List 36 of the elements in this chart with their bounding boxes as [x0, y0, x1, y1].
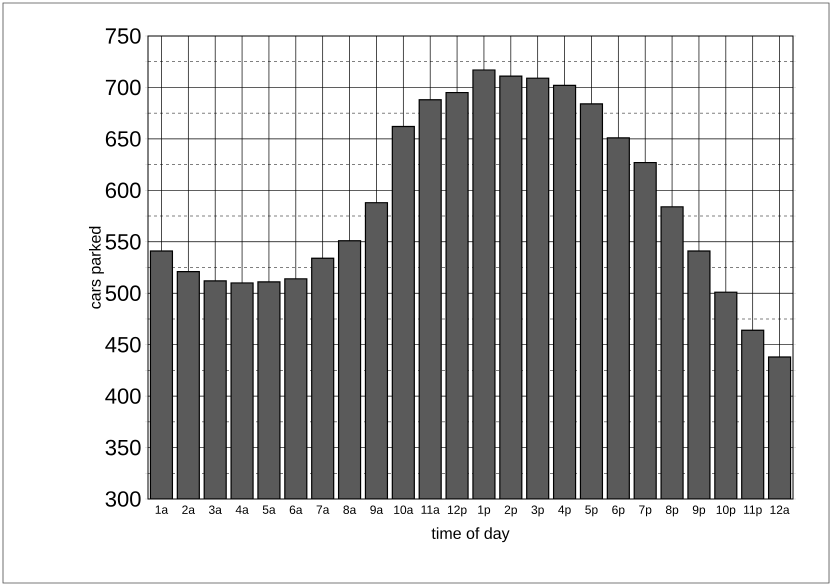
x-tick-label: 5p	[585, 506, 598, 516]
y-tick-label: 750	[106, 28, 141, 44]
x-tick-label: 11p	[744, 506, 762, 516]
y-tick-label: 700	[106, 80, 141, 96]
x-tick-label: 1a	[156, 506, 168, 514]
x-tick-label: 11a	[422, 506, 440, 514]
x-tick-label: 9a	[370, 506, 384, 514]
y-tick-label: 350	[106, 440, 141, 456]
x-axis-title: time of day	[432, 527, 510, 542]
x-tick-label: 3a	[208, 506, 222, 514]
y-axis-title: cars parked	[88, 226, 104, 309]
x-tick-label: 12p	[448, 506, 467, 516]
x-tick-label: 2a	[182, 506, 195, 514]
x-tick-label: 1p	[478, 506, 490, 516]
x-tick-label: 9p	[692, 506, 706, 516]
x-tick-label: 6p	[612, 506, 624, 516]
x-tick-label: 10p	[716, 506, 736, 516]
y-tick-label: 300	[106, 491, 141, 507]
x-tick-label: 5a	[262, 506, 276, 514]
y-tick-label: 500	[106, 285, 141, 302]
y-tick-label: 400	[105, 388, 141, 404]
x-tick-label: 2p	[504, 506, 517, 516]
x-tick-label: 10a	[394, 506, 414, 514]
x-tick-label: 8a	[343, 506, 356, 514]
y-tick-label: 450	[105, 336, 141, 352]
x-tick-label: 3p	[531, 506, 544, 516]
x-tick-label: 4p	[558, 506, 571, 516]
x-tick-label: 6a	[290, 506, 302, 514]
x-tick-label: 12a	[770, 506, 790, 514]
x-tick-label: 4a	[236, 506, 249, 514]
y-tick-label: 550	[106, 234, 141, 250]
y-tick-label: 650	[106, 131, 141, 147]
x-tick-label: 8p	[666, 506, 678, 516]
x-tick-label: 7p	[639, 506, 652, 516]
y-tick-label: 600	[106, 182, 141, 198]
x-tick-label: 7a	[316, 506, 330, 514]
